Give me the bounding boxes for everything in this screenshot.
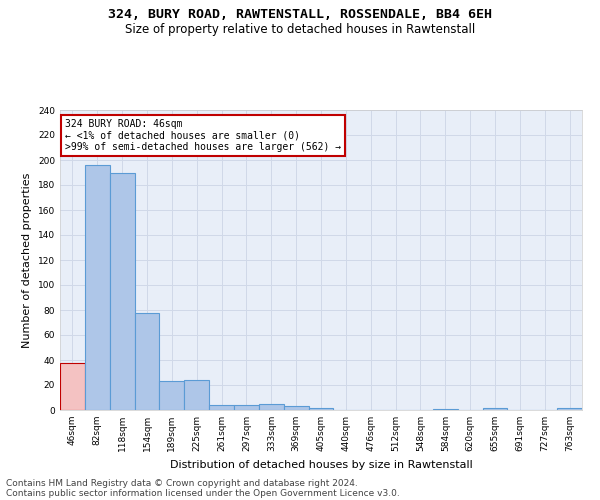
Text: Contains public sector information licensed under the Open Government Licence v3: Contains public sector information licen… <box>6 488 400 498</box>
Bar <box>110 172 134 410</box>
Bar <box>284 406 308 410</box>
Bar <box>433 409 458 410</box>
Bar <box>184 380 209 410</box>
Bar <box>308 408 334 410</box>
Text: Size of property relative to detached houses in Rawtenstall: Size of property relative to detached ho… <box>125 22 475 36</box>
Bar <box>134 312 160 410</box>
Bar <box>482 408 508 410</box>
Text: Contains HM Land Registry data © Crown copyright and database right 2024.: Contains HM Land Registry data © Crown c… <box>6 478 358 488</box>
Y-axis label: Number of detached properties: Number of detached properties <box>22 172 32 348</box>
Bar <box>160 381 184 410</box>
Bar <box>259 404 284 410</box>
Bar <box>60 362 85 410</box>
Text: 324 BURY ROAD: 46sqm
← <1% of detached houses are smaller (0)
>99% of semi-detac: 324 BURY ROAD: 46sqm ← <1% of detached h… <box>65 119 341 152</box>
Bar <box>209 405 234 410</box>
X-axis label: Distribution of detached houses by size in Rawtenstall: Distribution of detached houses by size … <box>170 460 472 469</box>
Bar <box>557 408 582 410</box>
Bar <box>234 405 259 410</box>
Text: 324, BURY ROAD, RAWTENSTALL, ROSSENDALE, BB4 6EH: 324, BURY ROAD, RAWTENSTALL, ROSSENDALE,… <box>108 8 492 20</box>
Bar <box>85 165 110 410</box>
